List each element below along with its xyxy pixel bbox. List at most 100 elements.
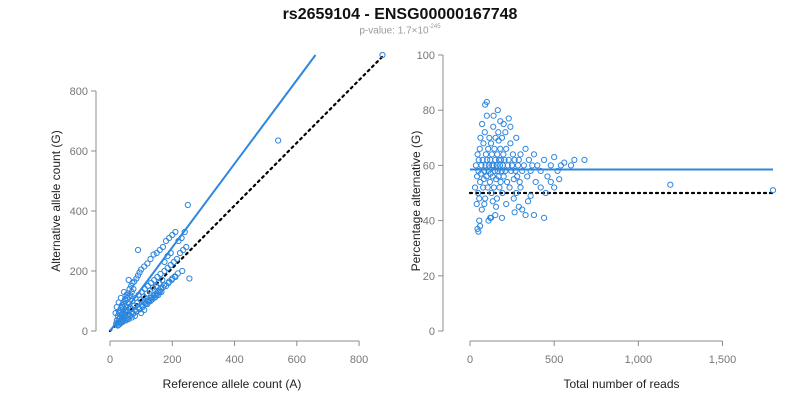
data-point xyxy=(159,276,166,284)
y-tick-label: 40 xyxy=(423,216,435,228)
data-point xyxy=(126,312,134,319)
data-point xyxy=(527,192,534,199)
data-point xyxy=(149,284,157,291)
data-point xyxy=(133,275,140,282)
data-point xyxy=(502,167,509,175)
data-point xyxy=(499,189,506,197)
data-point xyxy=(487,214,495,221)
chart-subtitle: p-value: 1.7×10-245 xyxy=(0,24,800,37)
y-axis-title: Percentage alternative (G) xyxy=(409,131,423,272)
y-tick-label: 400 xyxy=(70,206,88,218)
data-point xyxy=(537,184,544,191)
chart-title: rs2659104 - ENSG00000167748 xyxy=(282,6,518,23)
x-tick-label: 0 xyxy=(107,354,113,366)
data-point xyxy=(161,267,168,275)
data-point xyxy=(126,285,133,293)
data-point xyxy=(471,184,479,191)
data-point xyxy=(561,159,568,166)
data-point xyxy=(502,129,509,136)
data-point xyxy=(503,200,510,208)
data-point xyxy=(173,255,181,263)
data-point xyxy=(513,189,520,197)
data-point xyxy=(476,217,483,224)
data-point xyxy=(484,156,491,163)
p-value-exponent: -245 xyxy=(428,24,441,30)
x-tick-label: 600 xyxy=(288,354,306,366)
data-point xyxy=(485,145,492,152)
data-point xyxy=(491,145,498,152)
p-value-text: p-value: 1.7×10 xyxy=(359,25,429,37)
data-point xyxy=(181,228,188,236)
data-point xyxy=(507,123,514,130)
data-point xyxy=(524,173,531,180)
data-point xyxy=(486,178,493,186)
data-point xyxy=(134,272,142,279)
data-point xyxy=(481,167,488,175)
data-point xyxy=(164,264,171,272)
plot-counts: 0 200 400 600 800 0 200 400 600 800 Reference alle… xyxy=(49,51,386,391)
data-point xyxy=(542,189,549,197)
data-point xyxy=(511,209,518,216)
data-point xyxy=(497,118,504,125)
data-point xyxy=(475,228,482,235)
data-point xyxy=(494,107,501,114)
data-point xyxy=(530,211,538,219)
data-point xyxy=(120,288,128,296)
data-point xyxy=(498,134,506,141)
data-point xyxy=(479,120,486,128)
data-point xyxy=(514,162,522,169)
data-point xyxy=(500,173,507,180)
data-point xyxy=(475,156,482,163)
data-point xyxy=(489,198,496,205)
data-point xyxy=(167,249,174,257)
fit-line xyxy=(109,54,317,332)
data-point xyxy=(180,246,187,254)
data-point xyxy=(534,162,541,169)
data-point xyxy=(567,162,575,169)
data-point xyxy=(162,237,170,245)
y-tick-label: 60 xyxy=(423,160,435,172)
data-point xyxy=(515,156,522,163)
data-point xyxy=(512,167,519,175)
data-point xyxy=(519,167,526,175)
data-point xyxy=(524,198,532,205)
data-point xyxy=(507,140,514,147)
data-point xyxy=(500,120,507,128)
data-point xyxy=(114,319,121,326)
reference-line xyxy=(108,53,386,333)
data-point xyxy=(540,214,548,221)
data-point xyxy=(490,112,497,119)
data-point xyxy=(491,167,499,175)
data-point xyxy=(483,98,490,106)
y-tick-label: 0 xyxy=(429,326,435,338)
data-point xyxy=(494,151,501,158)
data-point xyxy=(532,178,539,186)
x-tick-label: 500 xyxy=(545,354,563,366)
data-point xyxy=(472,162,479,169)
data-point xyxy=(490,162,497,169)
y-tick-label: 800 xyxy=(70,86,88,98)
data-point xyxy=(509,151,517,158)
data-point xyxy=(482,151,490,158)
data-point xyxy=(506,184,513,191)
data-point xyxy=(544,173,551,180)
data-point xyxy=(178,234,185,242)
data-point xyxy=(571,156,578,163)
data-point xyxy=(522,211,529,219)
data-point xyxy=(498,214,506,221)
data-point xyxy=(547,178,554,186)
data-point xyxy=(379,51,386,59)
x-tick-label: 400 xyxy=(225,354,243,366)
data-point xyxy=(551,184,558,191)
data-point xyxy=(551,154,558,161)
data-point xyxy=(134,246,142,254)
data-point xyxy=(112,309,119,317)
data-point xyxy=(517,151,524,158)
data-point xyxy=(113,303,120,311)
data-point xyxy=(516,178,523,186)
data-point xyxy=(492,211,499,219)
data-point xyxy=(479,156,486,163)
data-point xyxy=(769,187,777,194)
data-point xyxy=(161,258,168,266)
x-axis-title: Reference allele count (A) xyxy=(163,377,302,391)
